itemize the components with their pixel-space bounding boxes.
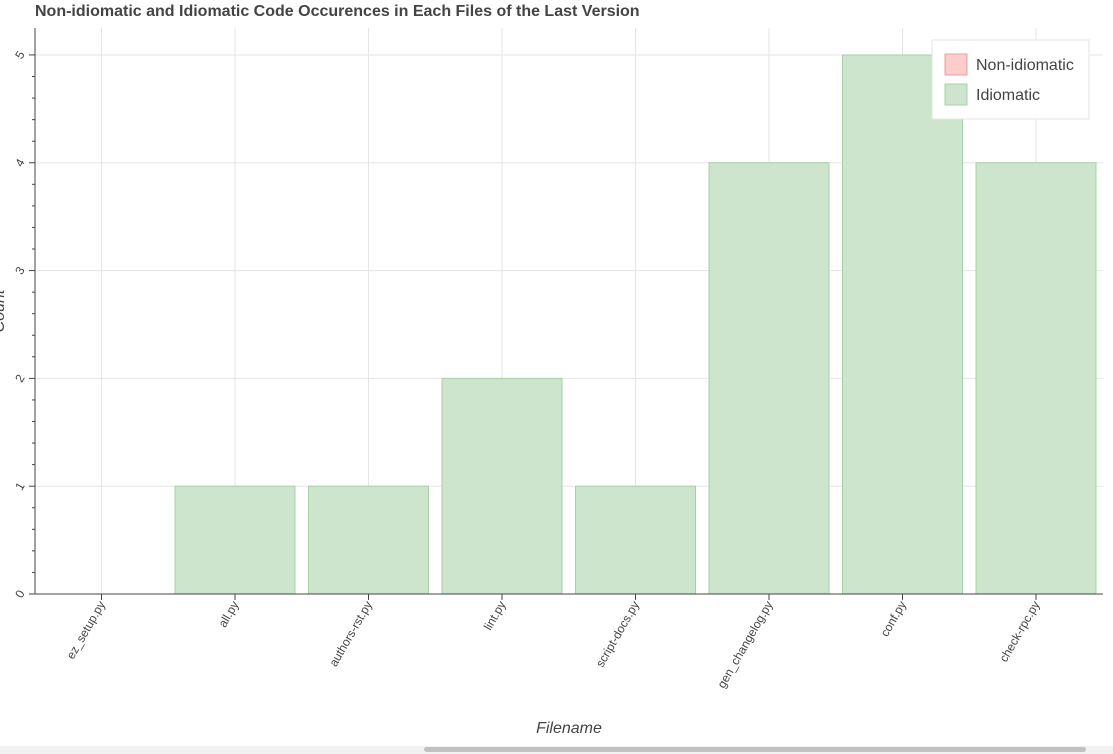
x-tick-label: gen_changelog.py — [714, 599, 775, 691]
x-tick-label: script-docs.py — [593, 599, 642, 670]
x-tick-label: conf.py — [878, 599, 909, 640]
legend-box — [931, 39, 1090, 120]
bars — [174, 54, 1097, 595]
y-tick-label: 3 — [12, 264, 28, 277]
chart-title: Non-idiomatic and Idiomatic Code Occuren… — [35, 3, 640, 20]
legend-swatch-idiomatic — [944, 83, 968, 106]
y-tick-label: 5 — [12, 48, 28, 61]
x-tick-label: lint.py — [481, 599, 509, 633]
bar-idiomatic — [842, 54, 963, 595]
legend-label: Idiomatic — [976, 87, 1040, 104]
legend-swatch-non-idiomatic — [944, 53, 968, 76]
legend-label: Non-idiomatic — [976, 57, 1074, 74]
bar-idiomatic — [975, 162, 1097, 595]
x-tick-label: check-rpc.py — [996, 599, 1042, 665]
bar-idiomatic — [441, 377, 563, 595]
bar-idiomatic — [308, 485, 429, 595]
scrollbar-thumb[interactable] — [424, 747, 1086, 752]
x-tick-label: ez_setup.py — [64, 599, 108, 662]
y-tick-label: 1 — [12, 480, 28, 493]
y-tick-label: 4 — [12, 156, 28, 169]
bar-idiomatic — [174, 485, 296, 595]
bar-idiomatic — [575, 485, 696, 595]
x-axis-label: Filename — [536, 720, 602, 737]
legend: Non-idiomatic Idiomatic — [931, 39, 1090, 120]
bar-idiomatic — [708, 162, 830, 595]
x-tick-label: authors-rst.py — [326, 599, 375, 670]
axes — [29, 28, 1103, 600]
horizontal-scrollbar[interactable] — [0, 746, 1113, 754]
x-tick-label: all.py — [215, 599, 241, 630]
y-axis-label: Count — [0, 289, 8, 332]
y-tick-label: 2 — [12, 372, 28, 385]
y-tick-label: 0 — [12, 587, 28, 600]
